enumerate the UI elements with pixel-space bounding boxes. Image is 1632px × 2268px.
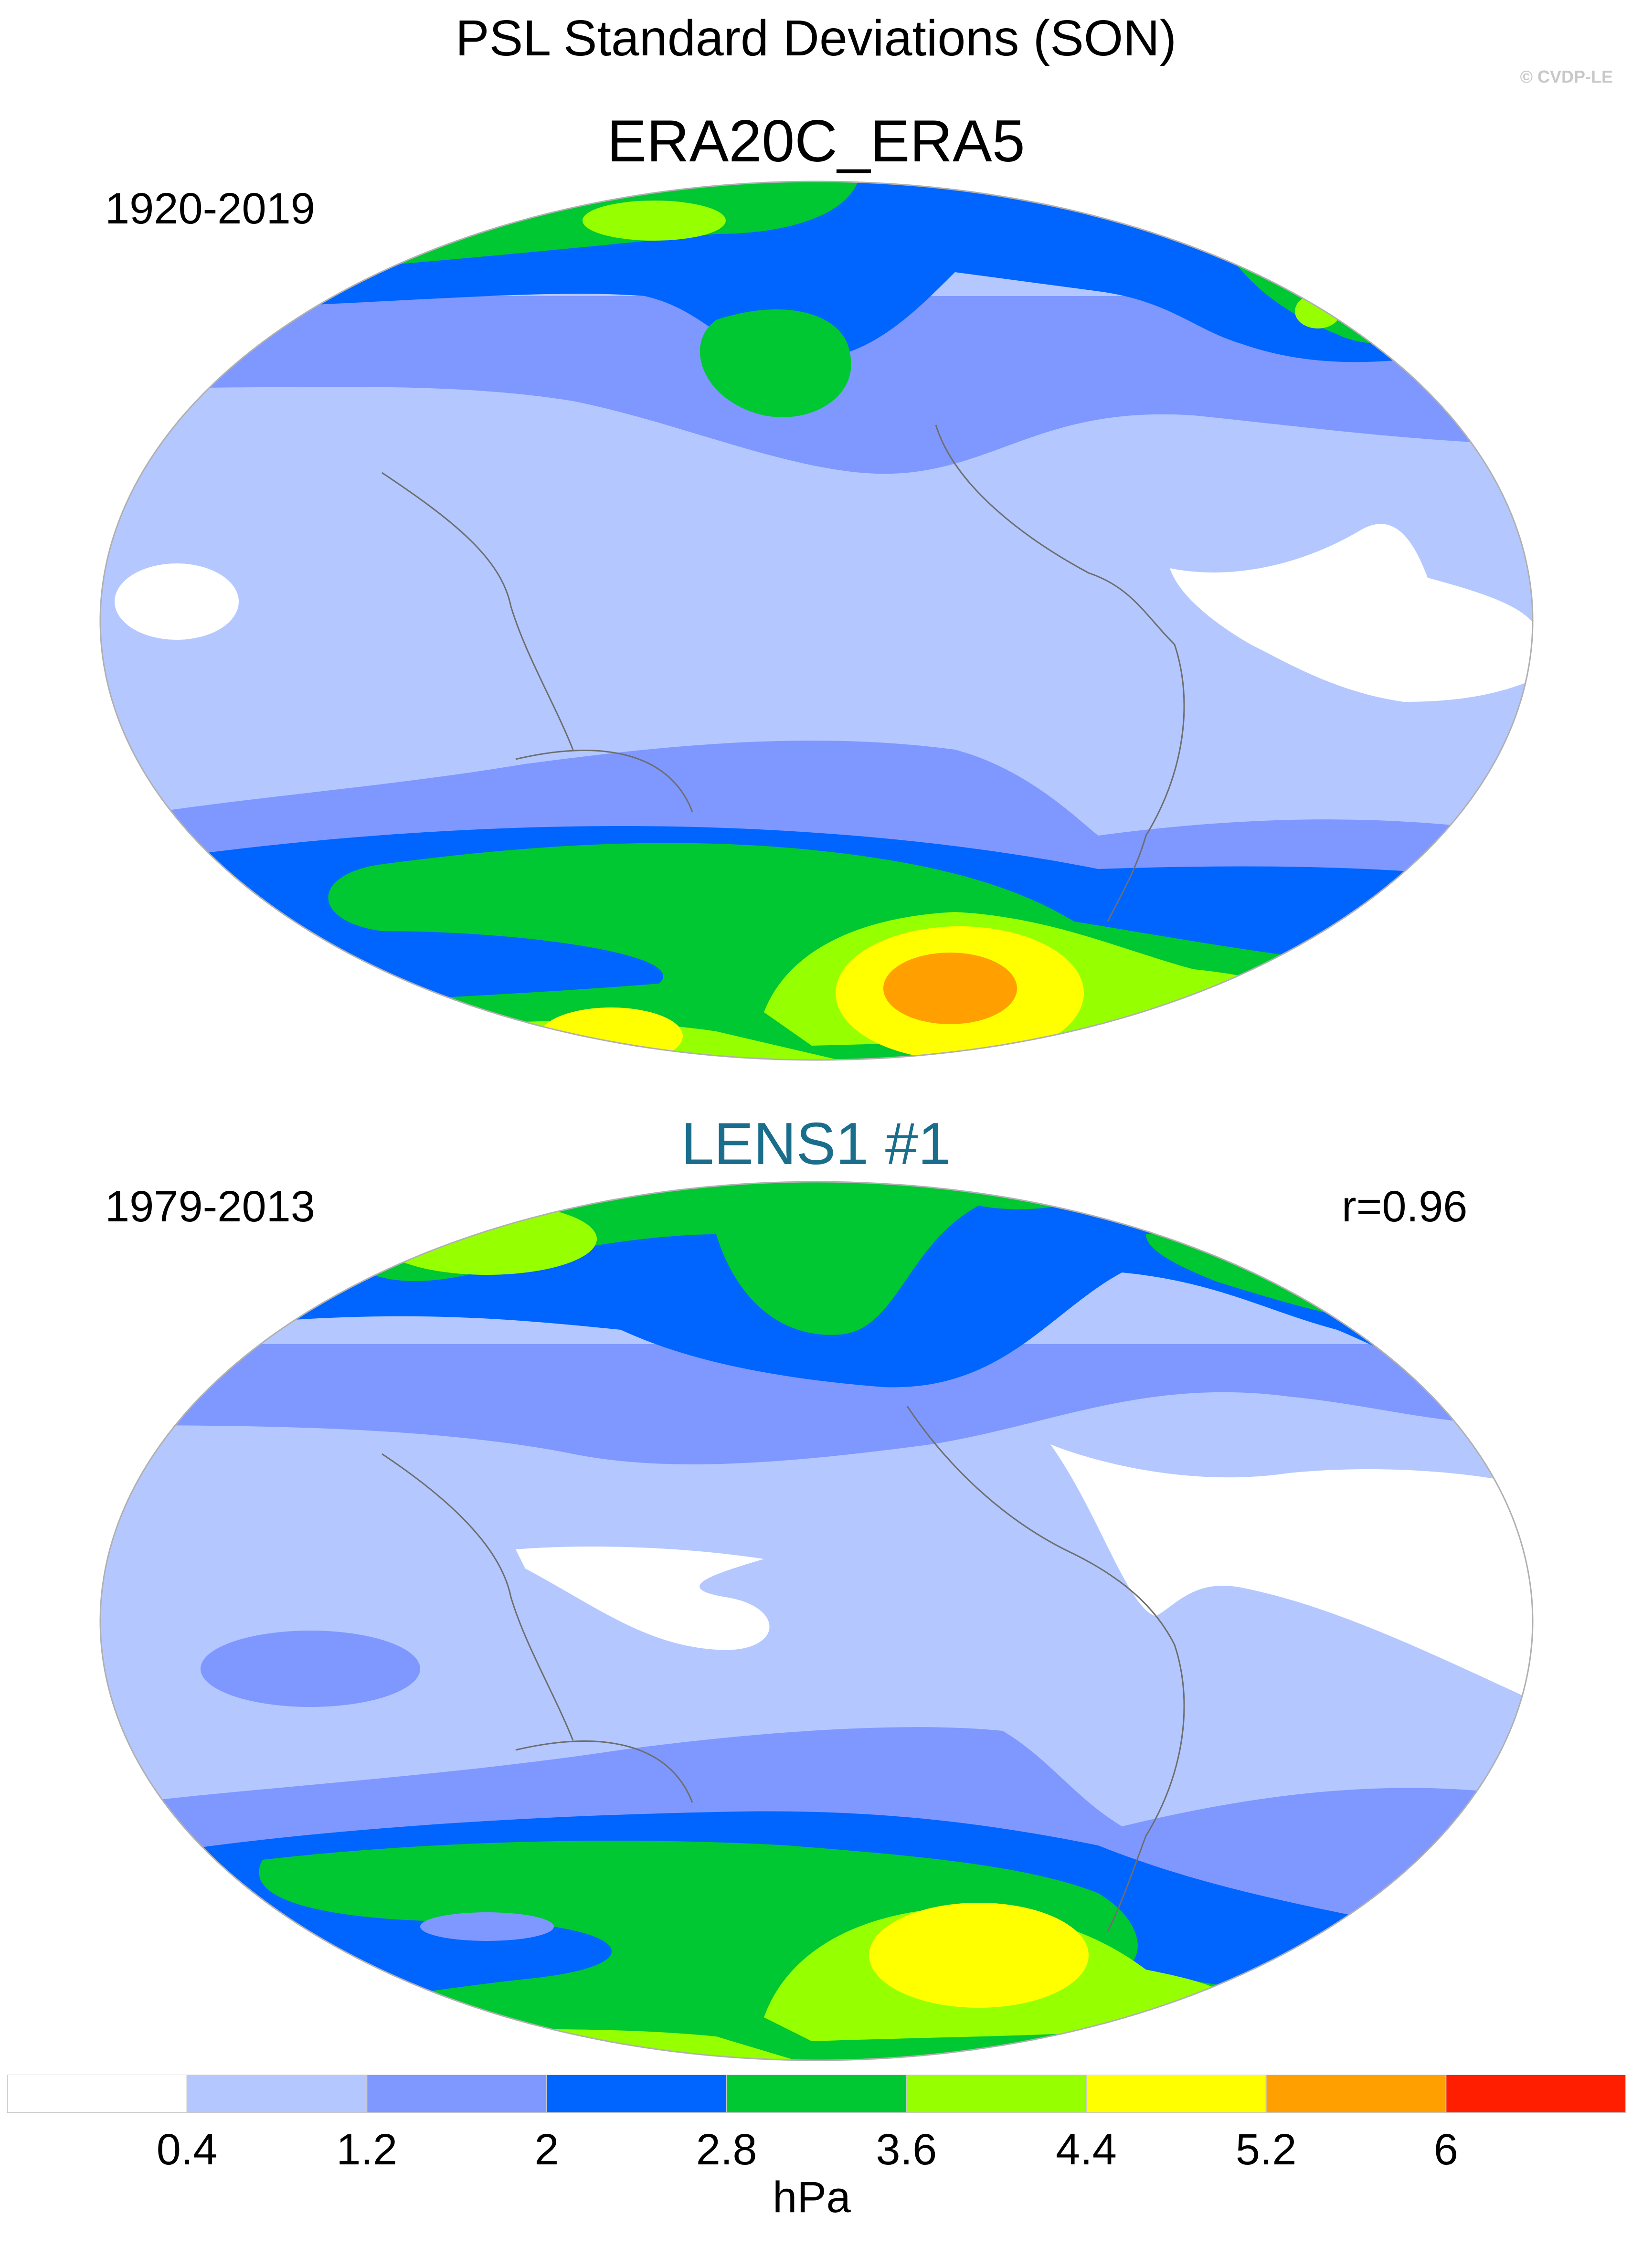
colorbar-tick-label: 2.8 — [696, 2125, 757, 2174]
panel2-title: LENS1 #1 — [681, 1111, 951, 1177]
level-3.6-4.4-region — [377, 1203, 597, 1275]
colorbar-tick-label: 3.6 — [876, 2125, 937, 2174]
level-1.2-2-region — [420, 1912, 554, 1941]
colorbar-tick-label: 6 — [1433, 2125, 1458, 2174]
coastline — [382, 472, 693, 812]
coastline — [382, 1453, 693, 1803]
panel2-map — [99, 1181, 1534, 2061]
level-below-0.4-region — [115, 563, 239, 640]
level-below-0.4-region — [516, 1547, 770, 1650]
panel2-period: 1979-2013 — [105, 1182, 315, 1231]
level-1.2-2-region — [201, 1631, 420, 1707]
level-below-0.4-region — [1050, 1444, 1533, 1702]
colorbar-tick-label: 0.4 — [156, 2125, 218, 2174]
level-3.6-4.4-region — [583, 201, 726, 241]
panel1-map — [99, 180, 1534, 1061]
level-3.6-4.4-region — [1295, 294, 1341, 329]
colorbar-tick-label: 2 — [534, 2125, 559, 2174]
main-title: PSL Standard Deviations (SON) — [455, 10, 1177, 66]
colorbar-swatch — [1265, 2075, 1447, 2113]
coastline — [935, 424, 1185, 922]
colorbar-swatch — [726, 2075, 907, 2113]
colorbar-swatch — [366, 2075, 547, 2113]
level-5.2-6-region — [883, 953, 1017, 1024]
panel1-title: ERA20C_ERA5 — [607, 108, 1025, 174]
level-1.2-2-region — [100, 1344, 1533, 1464]
colorbar-tick-label: 1.2 — [336, 2125, 398, 2174]
level-below-0.4-region — [1170, 524, 1533, 702]
copyright-label: © CVDP-LE — [1520, 67, 1613, 86]
level-2.8-3.6-region — [699, 309, 851, 417]
level-3.6-4.4-region — [1318, 1222, 1471, 1275]
colorbar-tick-label: 5.2 — [1235, 2125, 1297, 2174]
colorbar-tick-label: 4.4 — [1056, 2125, 1117, 2174]
panel1-period: 1920-2019 — [105, 184, 315, 233]
coastline — [906, 1406, 1185, 1932]
panel2-correlation: r=0.96 — [1342, 1182, 1468, 1231]
colorbar-units: hPa — [773, 2173, 851, 2222]
colorbar-swatch — [7, 2075, 188, 2113]
colorbar-swatch — [1086, 2075, 1267, 2113]
colorbar-swatch — [186, 2075, 368, 2113]
colorbar-swatch — [906, 2075, 1087, 2113]
colorbar — [7, 2075, 1626, 2113]
colorbar-swatch — [1445, 2075, 1626, 2113]
level-4.4-5.2-region — [540, 1007, 683, 1060]
level-4.4-5.2-region — [869, 1903, 1089, 2008]
colorbar-swatch — [546, 2075, 727, 2113]
